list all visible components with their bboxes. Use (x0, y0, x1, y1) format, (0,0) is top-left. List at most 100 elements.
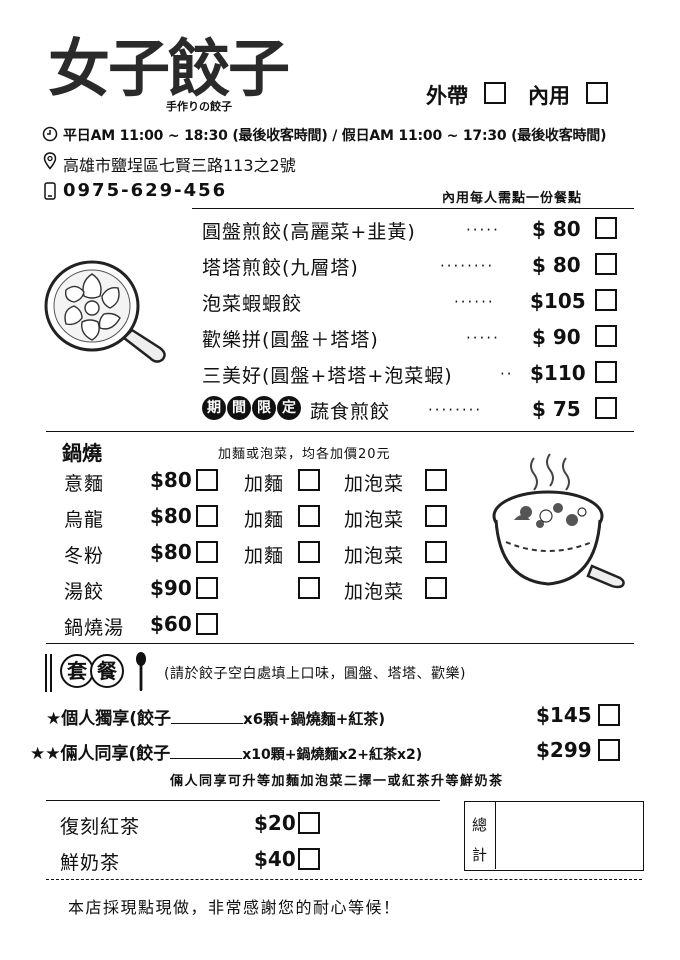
hotpot-item-name: 湯餃 (64, 581, 105, 603)
hotpot-note: 加麵或泡菜，均各加價20元 (218, 447, 391, 462)
brand-logo: 女子餃子 (48, 32, 290, 105)
list-item: 復刻紅茶 $20 (0, 810, 440, 840)
hotpot-item-name: 冬粉 (64, 545, 105, 567)
list-item: 冬粉 $80 加麵 加泡菜 (0, 539, 480, 569)
dumpling-price: $ 90 (532, 325, 581, 349)
dotted-leader: ········ (428, 401, 483, 419)
fried-dumpling-pan-illustration (40, 252, 176, 372)
location-pin-icon (43, 152, 57, 170)
footer-note: 本店採現點現做，非常感謝您的耐心等候！ (68, 898, 401, 917)
drink-checkbox[interactable] (298, 848, 320, 870)
drink-checkbox[interactable] (298, 812, 320, 834)
list-item: 鍋燒湯 $60 (0, 611, 480, 641)
add-noodle-checkbox[interactable] (298, 577, 320, 599)
list-item: 歡樂拼(圓盤＋塔塔) ····· $ 90 (0, 323, 680, 353)
add-noodle-label: 加麵 (244, 545, 285, 567)
total-label: 計 (472, 846, 488, 864)
drink-name: 鮮奶茶 (60, 852, 121, 874)
set-item-name: ★個人獨享(餃子 x6顆+鍋燒麵+紅茶) (46, 704, 385, 729)
drink-price: $40 (254, 847, 296, 871)
list-item: 鮮奶茶 $40 (0, 846, 440, 876)
total-label: 總 (472, 816, 488, 834)
set-item-prefix: ★個人獨享(餃子 (46, 709, 172, 729)
dumpling-checkbox[interactable] (595, 325, 617, 347)
sets-title-char: 餐 (90, 654, 124, 688)
divider-footer-dashed (46, 879, 642, 880)
hotpot-item-checkbox[interactable] (196, 469, 218, 491)
divider-hotpot-top (46, 431, 634, 432)
dotted-leader: ·· (500, 365, 514, 383)
drink-name: 復刻紅茶 (60, 816, 141, 838)
dumpling-checkbox[interactable] (595, 361, 617, 383)
dumpling-checkbox[interactable] (595, 253, 617, 275)
dumpling-name: 泡菜蝦蝦餃 (202, 293, 303, 315)
hotpot-item-name: 意麵 (64, 473, 105, 495)
sets-note: (請於餃子空白處填上口味，圓盤、塔塔、歡樂) (164, 666, 466, 682)
hotpot-item-checkbox[interactable] (196, 577, 218, 599)
dotted-leader: ····· (466, 221, 500, 239)
dumpling-checkbox[interactable] (595, 289, 617, 311)
badge-char: 期 (202, 396, 226, 420)
flavor-blank[interactable] (171, 710, 244, 724)
takeout-checkbox[interactable] (484, 82, 506, 104)
limited-time-badge: 期間限定 (202, 396, 302, 420)
set-item-suffix: x10顆+鍋燒麵x2+紅茶x2) (242, 747, 423, 763)
set-item-name: ★★倆人同享(餃子 x10顆+鍋燒麵x2+紅茶x2) (30, 739, 422, 764)
set-item-suffix: x6顆+鍋燒麵+紅茶) (243, 710, 386, 728)
set-item-checkbox[interactable] (598, 704, 620, 726)
dinein-checkbox[interactable] (586, 82, 608, 104)
add-noodle-checkbox[interactable] (298, 469, 320, 491)
set-item-checkbox[interactable] (598, 739, 620, 761)
phone-icon (43, 182, 57, 200)
list-item: 塔塔煎餃(九層塔) ········ $ 80 (0, 251, 680, 281)
dumpling-checkbox[interactable] (595, 217, 617, 239)
add-kimchi-checkbox[interactable] (425, 577, 447, 599)
dumpling-checkbox[interactable] (595, 397, 617, 419)
dumpling-price: $ 80 (532, 253, 581, 277)
dinein-label: 內用 (528, 84, 570, 108)
divider-top (192, 208, 634, 209)
sets-footnote: 倆人同享可升等加麵加泡菜二擇一或紅茶升等鮮奶茶 (170, 774, 504, 789)
sets-bar-right (50, 654, 52, 692)
total-box[interactable]: 總 計 (464, 801, 644, 871)
hotpot-title: 鍋燒 (62, 441, 102, 465)
dumpling-price: $105 (530, 289, 586, 313)
brand-logo-subtitle: 手作りの餃子 (166, 100, 232, 113)
dumpling-price: $110 (530, 361, 586, 385)
add-noodle-checkbox[interactable] (298, 505, 320, 527)
hotpot-item-checkbox[interactable] (196, 505, 218, 527)
hotpot-item-checkbox[interactable] (196, 613, 218, 635)
dumpling-name: 三美好(圓盤+塔塔+泡菜蝦) (202, 365, 453, 387)
flavor-blank[interactable] (170, 745, 243, 759)
dinein-minimum-note: 內用每人需點一份餐點 (442, 191, 583, 206)
hotpot-item-name: 鍋燒湯 (64, 617, 125, 639)
dumpling-name: 圓盤煎餃(高麗菜+韭黃) (202, 221, 416, 243)
list-item: 意麵 $80 加麵 加泡菜 (0, 467, 480, 497)
set-item-price: $299 (536, 738, 592, 762)
add-kimchi-checkbox[interactable] (425, 469, 447, 491)
dumpling-name: 歡樂拼(圓盤＋塔塔) (202, 329, 379, 351)
hotpot-item-price: $60 (150, 612, 192, 636)
dotted-leader: ····· (466, 329, 500, 347)
divider-sets-top (46, 643, 634, 644)
dumpling-name: 塔塔煎餃(九層塔) (202, 257, 359, 279)
phone-number: 0975-629-456 (63, 180, 228, 201)
add-noodle-checkbox[interactable] (298, 541, 320, 563)
add-kimchi-label: 加泡菜 (344, 545, 405, 567)
dumpling-name: 蔬食煎餃 (310, 401, 391, 423)
badge-char: 定 (277, 396, 301, 420)
badge-char: 限 (252, 396, 276, 420)
address: 高雄市鹽埕區七賢三路113之2號 (63, 156, 296, 175)
hotpot-item-checkbox[interactable] (196, 541, 218, 563)
divider-drinks-top (46, 800, 440, 801)
add-kimchi-checkbox[interactable] (425, 505, 447, 527)
dotted-leader: ········ (440, 257, 495, 275)
opening-hours: 平日AM 11:00 ~ 18:30 (最後收客時間) / 假日AM 11:00… (63, 128, 607, 144)
badge-char: 間 (227, 396, 251, 420)
list-item: 烏龍 $80 加麵 加泡菜 (0, 503, 480, 533)
list-item: 期間限定 蔬食煎餃 ········ $ 75 (0, 395, 680, 425)
add-kimchi-checkbox[interactable] (425, 541, 447, 563)
hotpot-noodle-bowl-illustration (492, 450, 628, 610)
add-kimchi-label: 加泡菜 (344, 473, 405, 495)
list-item: 圓盤煎餃(高麗菜+韭黃) ····· $ 80 (0, 215, 680, 245)
